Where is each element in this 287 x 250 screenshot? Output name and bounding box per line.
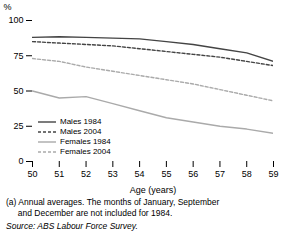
svg-text:57: 57 (215, 169, 225, 179)
svg-text:25: 25 (13, 121, 23, 131)
svg-text:59: 59 (268, 169, 278, 179)
svg-text:Age (years): Age (years) (130, 185, 177, 195)
svg-text:100: 100 (8, 15, 23, 25)
svg-text:52: 52 (81, 169, 91, 179)
svg-text:75: 75 (13, 51, 23, 61)
svg-text:54: 54 (135, 169, 145, 179)
svg-text:53: 53 (108, 169, 118, 179)
html-text:Females 2004: Females 2004 (60, 147, 111, 156)
html-text:Source: ABS Labour Force Surve: Source: ABS Labour Force Survey. (6, 221, 138, 231)
svg-text:50: 50 (27, 169, 37, 179)
svg-text:56: 56 (188, 169, 198, 179)
html-text:Females 1984: Females 1984 (60, 137, 111, 146)
svg-text:%: % (4, 2, 12, 12)
html-text:(a) Annual averages. The month: (a) Annual averages. The months of Janua… (6, 197, 220, 218)
html-text:Males 2004: Males 2004 (60, 127, 102, 136)
svg-text:58: 58 (242, 169, 252, 179)
html-text:Males 1984: Males 1984 (60, 117, 102, 126)
svg-text:55: 55 (161, 169, 171, 179)
svg-text:0: 0 (18, 156, 23, 166)
svg-text:50: 50 (13, 86, 23, 96)
svg-text:51: 51 (54, 169, 64, 179)
